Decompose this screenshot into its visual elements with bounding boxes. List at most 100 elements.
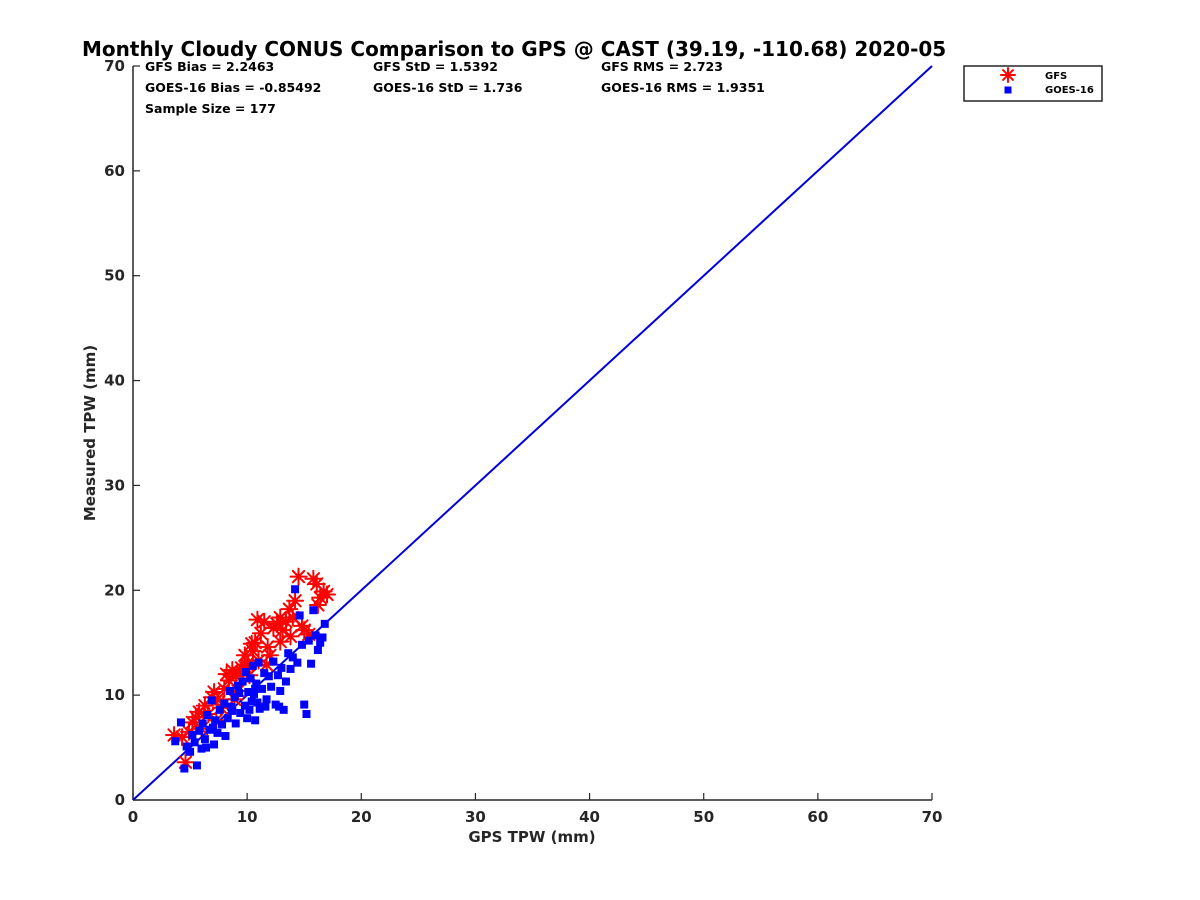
- goes16-point: [318, 633, 327, 642]
- y-tick-label: 50: [104, 267, 125, 285]
- gfs-point: [318, 585, 337, 604]
- legend: GFS GOES-16: [963, 65, 1103, 102]
- x-tick-label: 40: [579, 808, 600, 826]
- stats-block: GFS Bias = 2.2463 GFS StD = 1.5392 GFS R…: [145, 59, 765, 116]
- goes16-point: [190, 738, 199, 747]
- x-axis-label: GPS TPW (mm): [468, 828, 595, 846]
- gfs-point: [255, 612, 274, 631]
- goes16-point: [245, 705, 254, 714]
- x-tick-label: 0: [128, 808, 138, 826]
- goes16-point: [281, 677, 290, 686]
- goes16-point: [211, 716, 220, 725]
- goes16-point: [248, 661, 257, 670]
- goes16-point: [203, 711, 212, 720]
- legend-gfs-symbol: [1000, 67, 1016, 83]
- stat-sample-size: Sample Size = 177: [145, 101, 276, 116]
- goes16-point: [249, 690, 258, 699]
- goes16-point: [213, 728, 222, 737]
- goes16-point: [269, 657, 278, 666]
- goes16-point: [228, 706, 237, 715]
- goes16-point: [252, 679, 261, 688]
- goes16-point: [226, 686, 235, 695]
- goes16-point: [215, 705, 224, 714]
- gfs-point: [281, 627, 300, 646]
- goes16-point: [235, 689, 244, 698]
- goes16-point: [186, 747, 195, 756]
- goes16-point: [273, 671, 282, 680]
- goes16-point: [276, 686, 285, 695]
- goes16-point: [257, 684, 266, 693]
- goes16-point: [227, 702, 236, 711]
- goes16-point: [261, 702, 270, 711]
- goes16-point: [192, 761, 201, 770]
- goes16-point: [251, 684, 260, 693]
- x-axis-ticks: 0 10 20 30 40 50 60 70: [128, 793, 943, 826]
- stat-goes-rms: GOES-16 RMS = 1.9351: [601, 80, 765, 95]
- goes16-point: [210, 740, 219, 749]
- goes16-point: [307, 659, 316, 668]
- gfs-point: [286, 591, 305, 610]
- goes16-point: [180, 764, 189, 773]
- goes16-point: [236, 708, 245, 717]
- goes16-point: [313, 646, 322, 655]
- goes16-point: [231, 719, 240, 728]
- goes16-point: [311, 631, 320, 640]
- legend-box: [963, 65, 1103, 102]
- goes16-point: [188, 730, 197, 739]
- gfs-point: [242, 634, 261, 653]
- x-tick-label: 20: [351, 808, 372, 826]
- goes16-point: [220, 699, 229, 708]
- y-tick-label: 10: [104, 686, 125, 704]
- goes16-point: [238, 677, 247, 686]
- y-tick-label: 70: [104, 57, 125, 75]
- y-tick-label: 20: [104, 581, 125, 599]
- goes16-point: [275, 702, 284, 711]
- goes16-point: [221, 732, 230, 741]
- y-axis-ticks: 0 10 20 30 40 50 60 70: [104, 57, 140, 809]
- goes16-point: [302, 710, 311, 719]
- legend-gfs-marker: [1000, 67, 1016, 83]
- goes16-point: [262, 695, 271, 704]
- x-tick-label: 50: [693, 808, 714, 826]
- goes16-point: [234, 681, 243, 690]
- goes16-point: [300, 700, 309, 709]
- goes16-point: [304, 636, 313, 645]
- goes16-point: [242, 668, 251, 677]
- x-tick-label: 60: [807, 808, 828, 826]
- goes16-point: [253, 698, 262, 707]
- goes16-point: [277, 663, 286, 672]
- goes16-point: [286, 664, 295, 673]
- goes16-point: [309, 606, 318, 615]
- series-goes16: [171, 585, 329, 773]
- y-tick-label: 0: [115, 791, 125, 809]
- stat-goes-std: GOES-16 StD = 1.736: [373, 80, 523, 95]
- goes16-point: [267, 682, 276, 691]
- goes16-point: [316, 638, 325, 647]
- goes16-point: [230, 693, 239, 702]
- goes16-point: [247, 697, 256, 706]
- goes16-point: [223, 714, 232, 723]
- goes16-point: [246, 674, 255, 683]
- goes16-point: [243, 714, 252, 723]
- goes16-point: [264, 672, 273, 681]
- stat-goes-bias: GOES-16 Bias = -0.85492: [145, 80, 321, 95]
- goes16-point: [297, 640, 306, 649]
- y-tick-label: 30: [104, 476, 125, 494]
- goes16-point: [208, 723, 217, 732]
- x-tick-label: 70: [922, 808, 943, 826]
- goes16-point: [200, 735, 209, 744]
- legend-goes16-label: GOES-16: [1045, 85, 1094, 96]
- goes16-point: [182, 742, 191, 751]
- goes16-point: [284, 649, 293, 658]
- stat-gfs-rms: GFS RMS = 2.723: [601, 59, 723, 74]
- goes16-point: [255, 704, 264, 713]
- goes16-point: [251, 716, 260, 725]
- gfs-point: [289, 567, 308, 586]
- goes16-point: [218, 720, 227, 729]
- y-tick-label: 60: [104, 162, 125, 180]
- goes16-point: [279, 705, 288, 714]
- x-tick-label: 10: [237, 808, 258, 826]
- goes16-point: [293, 658, 302, 667]
